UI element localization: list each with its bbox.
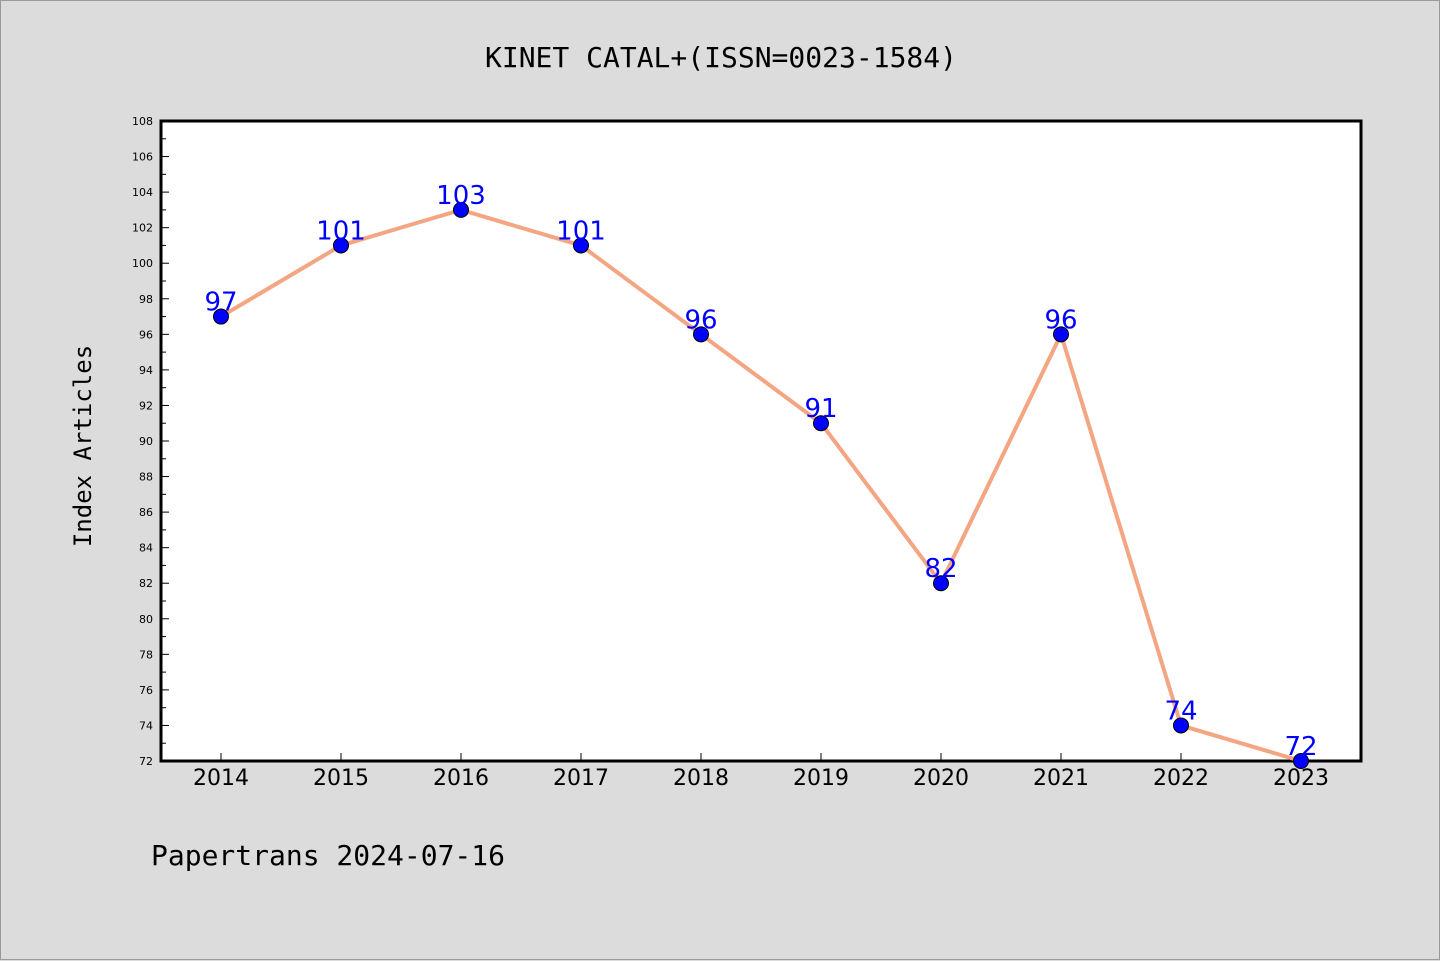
y-tick-label: 82 [139,577,153,590]
data-label: 101 [316,216,366,246]
data-point [933,575,949,592]
data-label: 91 [804,394,837,424]
data-label: 96 [684,305,717,335]
footer-watermark: Papertrans 2024-07-16 [151,839,505,872]
data-point [1173,717,1189,734]
data-point [573,237,589,254]
y-axis-label: Index Articles [69,345,97,547]
y-tick-label: 86 [139,506,153,519]
y-tick-label: 108 [132,115,153,128]
y-tick-label: 102 [132,222,153,235]
x-tick-label: 2015 [313,766,369,791]
y-tick-label: 84 [139,542,153,555]
y-tick-label: 78 [139,648,153,661]
data-point [333,237,349,254]
y-tick-label: 72 [139,755,153,768]
data-label: 96 [1044,305,1077,335]
y-tick-label: 88 [139,471,153,484]
data-point [1053,326,1069,343]
data-label: 97 [204,288,237,318]
x-tick-label: 2014 [193,766,249,791]
data-label: 103 [436,181,486,211]
x-tick-label: 2019 [793,766,849,791]
y-tick-label: 74 [139,719,153,732]
x-tick-label: 2017 [553,766,609,791]
y-tick-label: 98 [139,293,153,306]
data-label-layer: 97 101 103 101 96 91 82 96 74 72 [204,181,1317,762]
data-label: 74 [1164,696,1197,726]
y-tick-label: 90 [139,435,153,448]
data-label: 72 [1284,732,1317,762]
data-point [813,415,829,432]
data-point [453,201,469,218]
series-line [219,207,1302,763]
series-layer [213,201,1309,769]
data-label: 101 [556,216,606,246]
data-point [693,326,709,343]
x-tick-label: 2023 [1273,766,1329,791]
data-point [1293,753,1309,769]
chart-title: KINET CATAL+(ISSN=0023-1584) [485,41,957,74]
x-tick-label: 2022 [1153,766,1209,791]
x-tick-label: 2018 [673,766,729,791]
y-tick-label: 104 [132,186,153,199]
y-tick-label: 92 [139,399,153,412]
data-point [213,308,229,325]
y-axis: 72 74 76 78 80 82 84 86 88 90 92 94 96 98 100 102 104 106… [132,115,169,768]
y-tick-label: 76 [139,684,153,697]
y-tick-label: 94 [139,364,153,377]
x-tick-label: 2020 [913,766,969,791]
x-tick-label: 2016 [433,766,489,791]
y-tick-label: 96 [139,328,153,341]
data-label: 82 [924,554,957,584]
x-axis: 2014 2015 2016 2017 2018 2019 2020 2021 2022 2023 [193,753,1329,791]
y-tick-label: 106 [132,151,153,164]
y-tick-label: 100 [132,257,153,270]
y-tick-label: 80 [139,613,153,626]
x-tick-label: 2021 [1033,766,1089,791]
